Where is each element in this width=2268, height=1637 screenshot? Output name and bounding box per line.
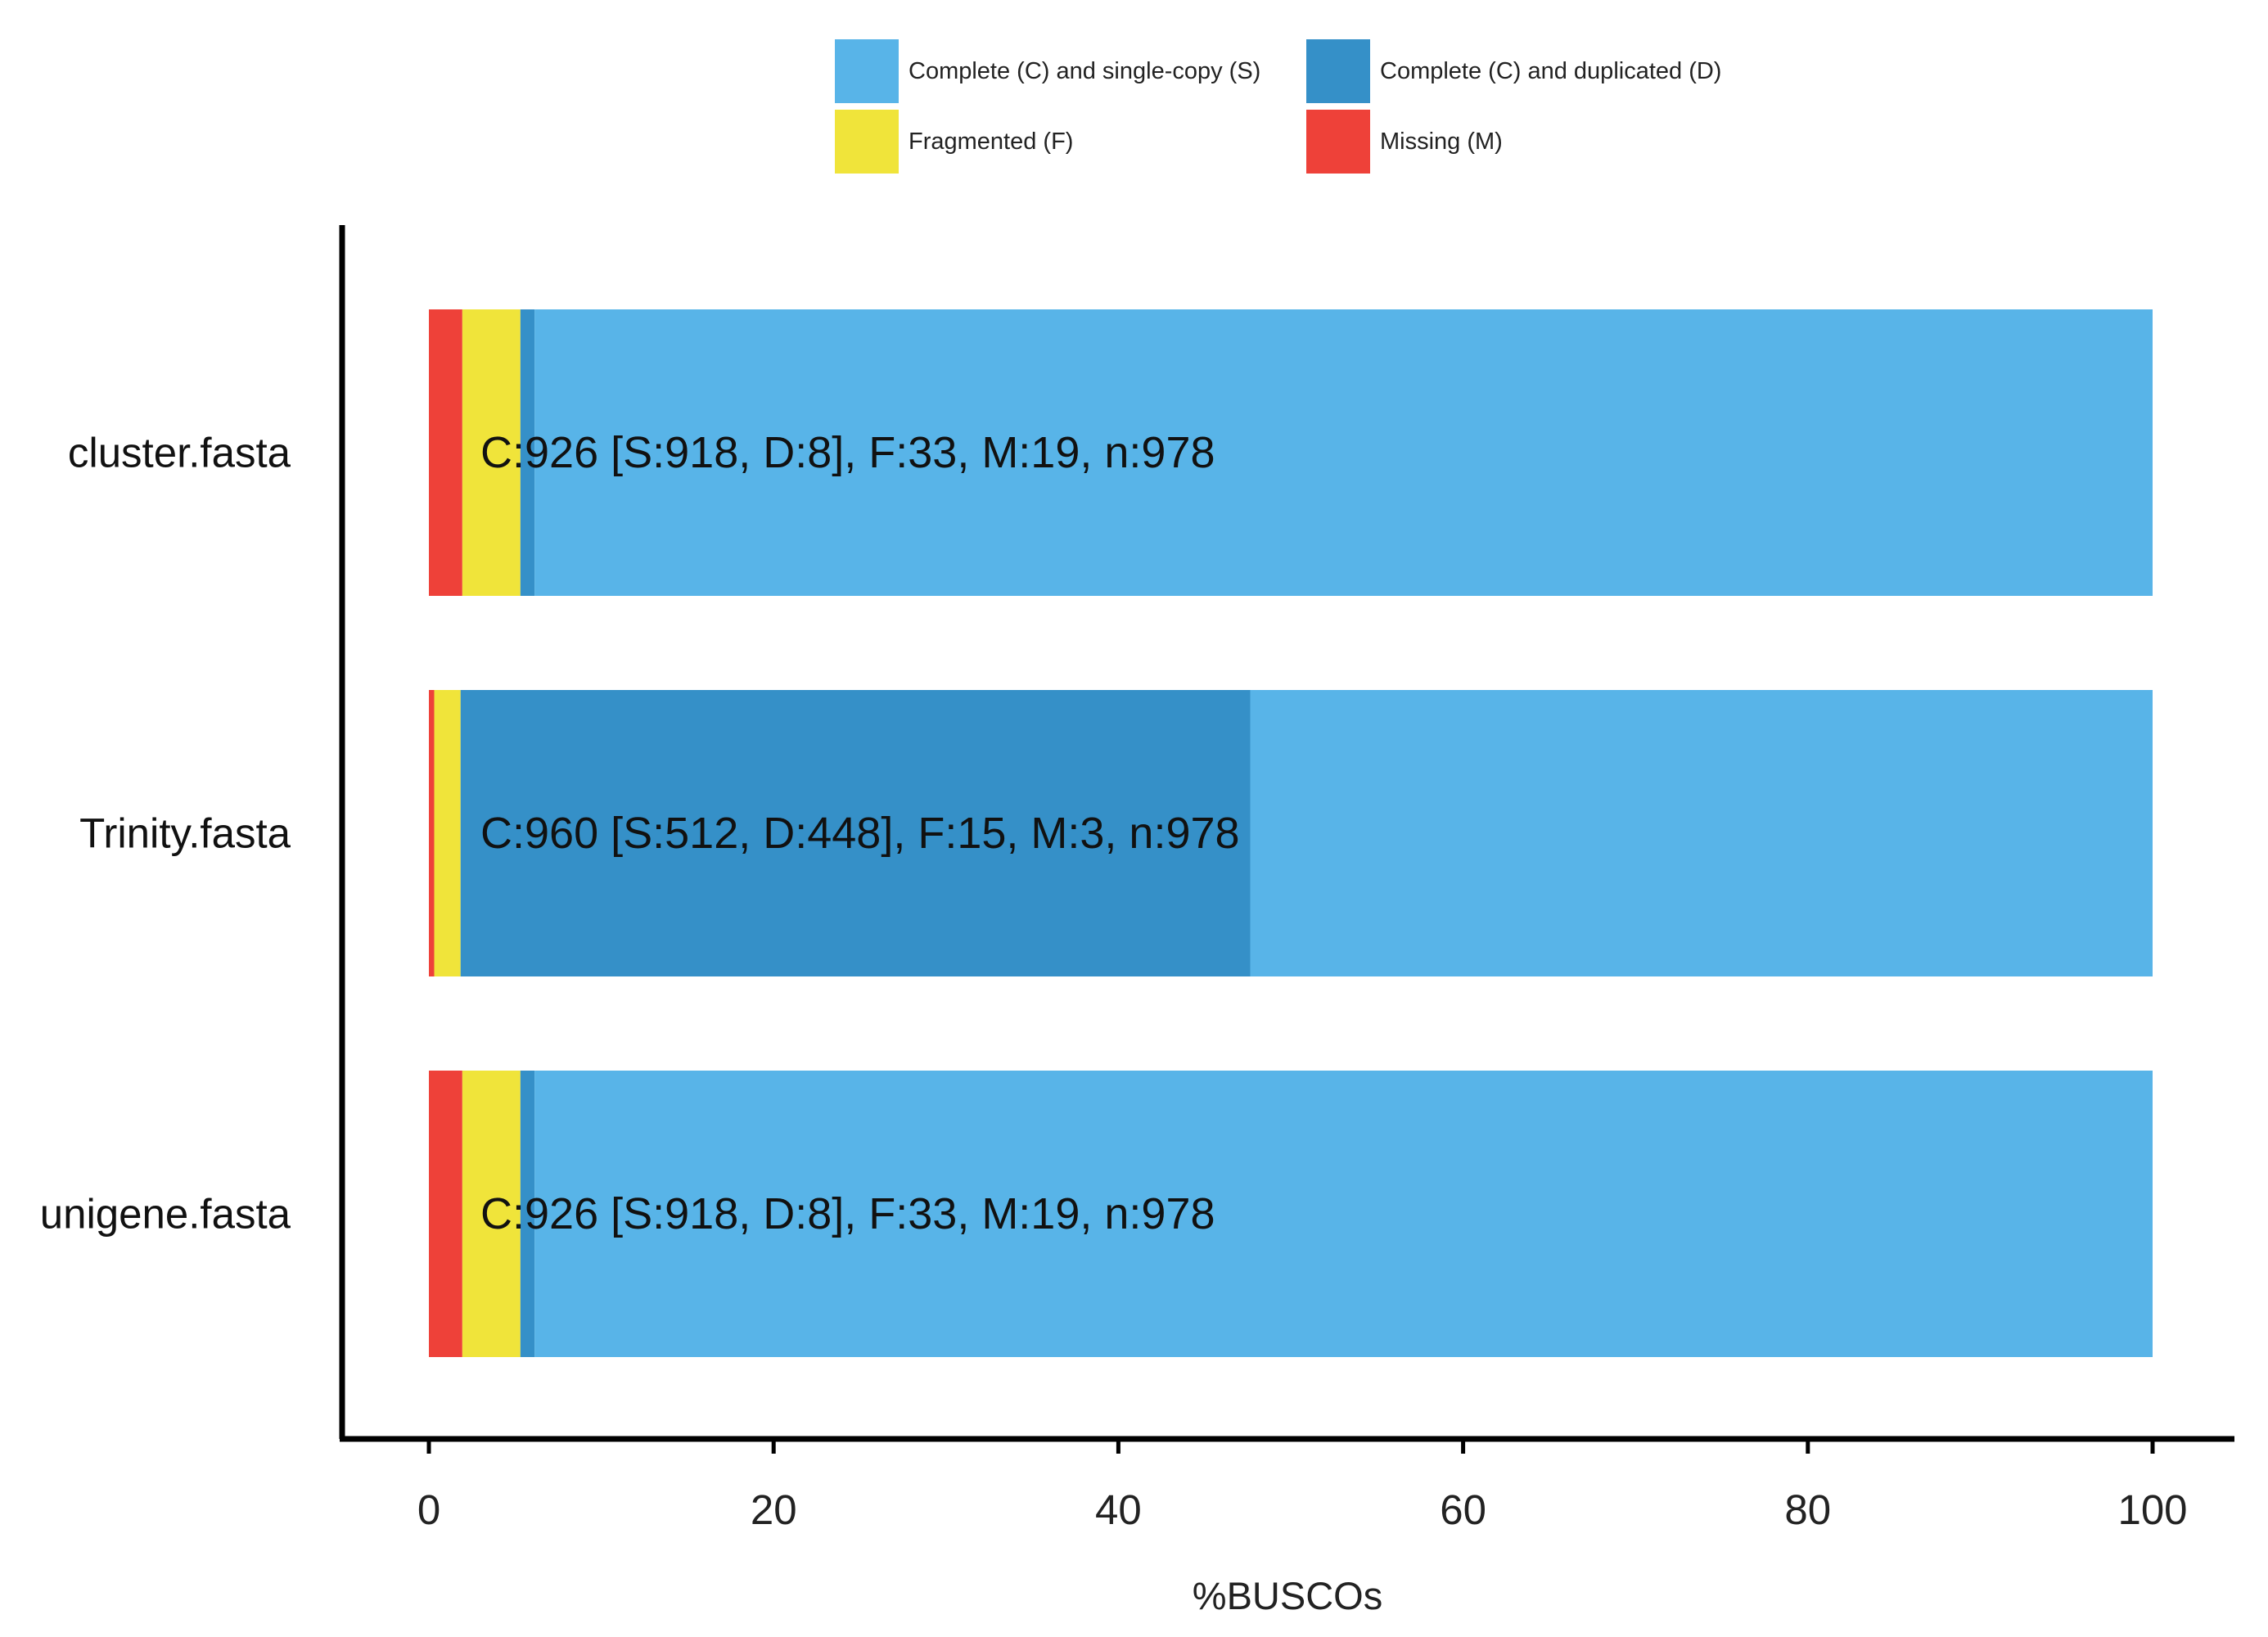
legend-swatch-s: [835, 39, 899, 103]
bar-segment-d-unigene-fasta: [520, 1071, 535, 1357]
axes: [339, 225, 2234, 1442]
x-ticks: 0 20 40 60 80 100: [417, 1439, 2188, 1533]
bar-label: C:926 [S:918, D:8], F:33, M:19, n:978: [480, 428, 1215, 477]
legend-swatch-f: [835, 110, 899, 174]
bar-segment-f-unigene-fasta: [462, 1071, 521, 1357]
x-tick-label: 0: [417, 1486, 440, 1533]
bars: C:926 [S:918, D:8], F:33, M:19, n:978 C:9…: [429, 309, 2153, 1357]
legend-label-d: Complete (C) and duplicated (D): [1380, 58, 1721, 84]
category-labels: cluster.fasta Trinity.fasta unigene.fasta: [40, 430, 291, 1238]
legend-label-f: Fragmented (F): [909, 129, 1073, 155]
x-axis-title: %BUSCOs: [1193, 1574, 1382, 1617]
legend-label-m: Missing (M): [1380, 129, 1503, 155]
bar-segment-s-unigene-fasta: [534, 1071, 2153, 1357]
x-tick-label: 100: [2117, 1486, 2187, 1533]
x-tick-label: 20: [751, 1486, 797, 1533]
x-tick-label: 80: [1784, 1486, 1831, 1533]
legend: Complete (C) and single-copy (S) Complete…: [835, 39, 1721, 174]
bar-segment-s-trinity-fasta: [1250, 690, 2153, 976]
x-tick-label: 60: [1440, 1486, 1486, 1533]
bar-segment-d-cluster-fasta: [520, 309, 535, 596]
bar-segment-f-cluster-fasta: [462, 309, 521, 596]
bar-segment-s-cluster-fasta: [534, 309, 2153, 596]
legend-swatch-m: [1306, 110, 1370, 174]
bar-segment-d-trinity-fasta: [460, 690, 1251, 976]
category-label: Trinity.fasta: [79, 810, 291, 857]
category-label: cluster.fasta: [68, 430, 291, 476]
category-label: unigene.fasta: [40, 1191, 291, 1238]
x-tick-label: 40: [1095, 1486, 1142, 1533]
bar-segment-m-cluster-fasta: [429, 309, 462, 596]
legend-swatch-d: [1306, 39, 1370, 103]
bar-segment-f-trinity-fasta: [434, 690, 461, 976]
bar-label: C:926 [S:918, D:8], F:33, M:19, n:978: [480, 1189, 1215, 1238]
legend-label-s: Complete (C) and single-copy (S): [909, 58, 1260, 84]
bar-segment-m-trinity-fasta: [429, 690, 435, 976]
bar-label: C:960 [S:512, D:448], F:15, M:3, n:978: [480, 809, 1240, 858]
bar-segment-m-unigene-fasta: [429, 1071, 462, 1357]
